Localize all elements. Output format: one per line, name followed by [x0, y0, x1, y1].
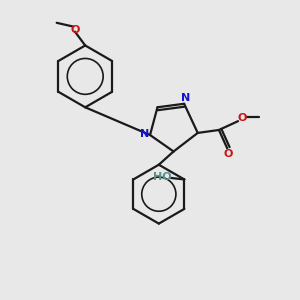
- Text: HO: HO: [153, 172, 172, 182]
- Text: O: O: [237, 113, 247, 123]
- Text: N: N: [140, 128, 149, 139]
- Text: N: N: [181, 94, 190, 103]
- Text: O: O: [223, 149, 232, 159]
- Text: O: O: [70, 25, 80, 34]
